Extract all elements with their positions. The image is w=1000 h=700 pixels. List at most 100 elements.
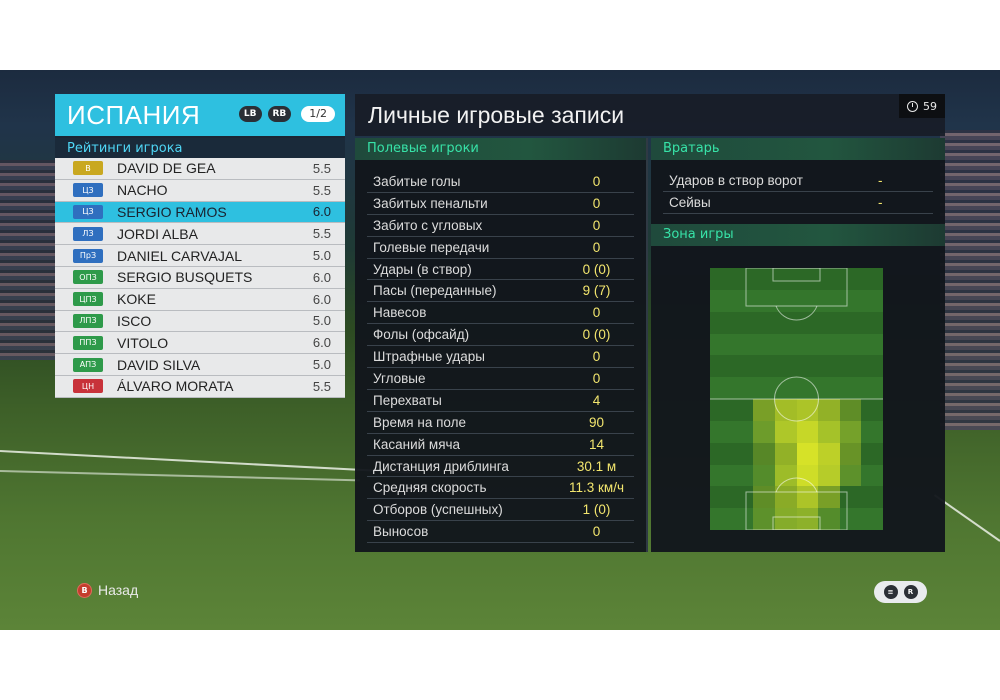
- stadium-stand-left: [0, 160, 60, 360]
- heatmap-cell: [753, 464, 775, 487]
- player-row[interactable]: В DAVID DE GEA 5.5: [55, 158, 345, 180]
- heatmap-cell: [753, 311, 775, 334]
- player-name: NACHO: [117, 182, 168, 199]
- stat-row: Штрафные удары 0: [367, 346, 634, 369]
- heatmap-cell: [731, 464, 754, 487]
- player-name: KOKE: [117, 291, 156, 308]
- chat-icon[interactable]: ≡: [883, 585, 898, 599]
- position-badge: ЛПЗ: [73, 313, 103, 328]
- heatmap-cell: [753, 333, 775, 356]
- player-row[interactable]: ПрЗ DANIEL CARVAJAL 5.0: [55, 245, 345, 267]
- stat-value: 0: [592, 370, 601, 386]
- player-name: JORDI ALBA: [117, 225, 198, 242]
- stat-row: Забитые голы 0: [367, 171, 634, 193]
- section-header-goalkeeper: Вратарь: [651, 138, 945, 160]
- stat-label: Забитые голы: [373, 173, 461, 189]
- heatmap-cell: [774, 355, 797, 378]
- heatmap-cell: [731, 420, 754, 443]
- player-rating: 6.0: [312, 291, 331, 307]
- heatmap-cell: [753, 355, 775, 378]
- heatmap-cell: [818, 420, 840, 443]
- stats-title-bar: Личные игровые записи: [355, 94, 945, 136]
- timer-value: 59: [923, 99, 937, 113]
- heatmap-cell: [818, 268, 840, 290]
- player-row[interactable]: ППЗ VITOLO 6.0: [55, 332, 345, 355]
- stat-row: Пасы (переданные) 9 (7): [367, 280, 634, 303]
- stat-value: 9 (7): [582, 283, 611, 299]
- heatmap-cell: [839, 311, 862, 334]
- field-stats-table: Забитые голы 0 Забитых пенальти 0 Забито с у…: [355, 171, 646, 544]
- heatmap-cell: [796, 311, 819, 334]
- heatmap-cell: [796, 508, 819, 530]
- position-badge: ОПЗ: [73, 270, 103, 285]
- player-name: DANIEL CARVAJAL: [117, 247, 243, 264]
- heatmap-cell: [774, 399, 797, 421]
- heatmap-cell: [774, 508, 797, 530]
- player-row[interactable]: АПЗ DAVID SILVA 5.0: [55, 354, 345, 376]
- heatmap-grid: [710, 268, 883, 530]
- heatmap-cell: [839, 508, 862, 530]
- heatmap-cell: [861, 486, 883, 509]
- position-badge: ЦН: [73, 379, 103, 394]
- back-button[interactable]: B Назад: [77, 582, 138, 598]
- stats-panel: Личные игровые записи 59 Полевые игроки …: [355, 94, 945, 552]
- heatmap-cell: [731, 399, 754, 421]
- gk-stat-label: Ударов в створ ворот: [669, 173, 803, 188]
- lb-button-icon[interactable]: LB: [238, 106, 262, 122]
- heatmap-cell: [839, 355, 862, 378]
- player-rating: 5.5: [312, 160, 331, 176]
- heatmap-cell: [774, 442, 797, 465]
- stat-label: Голевые передачи: [373, 239, 490, 255]
- stat-row: Выносов 0: [367, 521, 634, 544]
- stat-value: 0 (0): [582, 261, 611, 277]
- player-row[interactable]: ЦН ÁLVARO MORATA 5.5: [55, 375, 345, 398]
- player-row[interactable]: ЦЗ SERGIO RAMOS 6.0: [55, 201, 345, 224]
- stat-value: 90: [588, 414, 605, 430]
- player-row[interactable]: ЛПЗ ISCO 5.0: [55, 310, 345, 333]
- page-title: Личные игровые записи: [368, 101, 625, 128]
- stat-value: 1 (0): [582, 502, 611, 518]
- footer-icons[interactable]: ≡ R: [874, 581, 927, 603]
- heatmap-cell: [774, 268, 797, 290]
- stat-value: 0: [592, 524, 601, 540]
- player-row[interactable]: ЦПЗ KOKE 6.0: [55, 288, 345, 311]
- player-rating: 5.5: [312, 378, 331, 394]
- heatmap-cell: [774, 311, 797, 334]
- rb-button-icon[interactable]: RB: [267, 106, 292, 122]
- stat-row: Фолы (офсайд) 0 (0): [367, 324, 634, 347]
- timer: 59: [899, 94, 945, 118]
- player-row[interactable]: ЛЗ JORDI ALBA 5.5: [55, 223, 345, 246]
- heatmap-cell: [710, 311, 732, 334]
- heatmap-cell: [839, 420, 862, 443]
- heatmap-cell: [753, 508, 775, 530]
- stat-label: Забито с угловых: [373, 217, 483, 233]
- player-row[interactable]: ОПЗ SERGIO BUSQUETS 6.0: [55, 266, 345, 289]
- heatmap-cell: [710, 399, 732, 421]
- heatmap-cell: [861, 289, 883, 312]
- heatmap-cell: [731, 508, 754, 530]
- heatmap-cell: [839, 333, 862, 356]
- heatmap-cell: [861, 464, 883, 487]
- player-name: ISCO: [117, 312, 152, 329]
- rs-button-icon[interactable]: R: [903, 585, 918, 599]
- b-button-icon: B: [77, 582, 92, 598]
- heatmap-cell: [774, 377, 797, 399]
- heatmap-cell: [861, 355, 883, 378]
- player-rating: 5.0: [312, 248, 331, 264]
- player-row[interactable]: ЦЗ NACHO 5.5: [55, 179, 345, 202]
- heatmap-cell: [710, 464, 732, 487]
- stat-row: Забитых пенальти 0: [367, 193, 634, 215]
- heatmap-cell: [839, 268, 862, 290]
- heatmap-cell: [861, 377, 883, 399]
- heatmap-cell: [710, 355, 732, 378]
- stat-row: Угловые 0: [367, 368, 634, 390]
- heatmap-cell: [818, 311, 840, 334]
- player-list: В DAVID DE GEA 5.5 ЦЗ NACHO 5.5 ЦЗ SERGIO RAMOS…: [55, 158, 345, 398]
- heatmap-cell: [818, 508, 840, 530]
- player-rating: 6.0: [312, 269, 331, 285]
- gk-stat-row: Ударов в створ ворот -: [663, 170, 933, 192]
- position-badge: ПрЗ: [73, 248, 103, 263]
- team-name: ИСПАНИЯ: [67, 99, 201, 130]
- stat-value: 0: [592, 195, 601, 211]
- stat-label: Навесов: [373, 305, 427, 321]
